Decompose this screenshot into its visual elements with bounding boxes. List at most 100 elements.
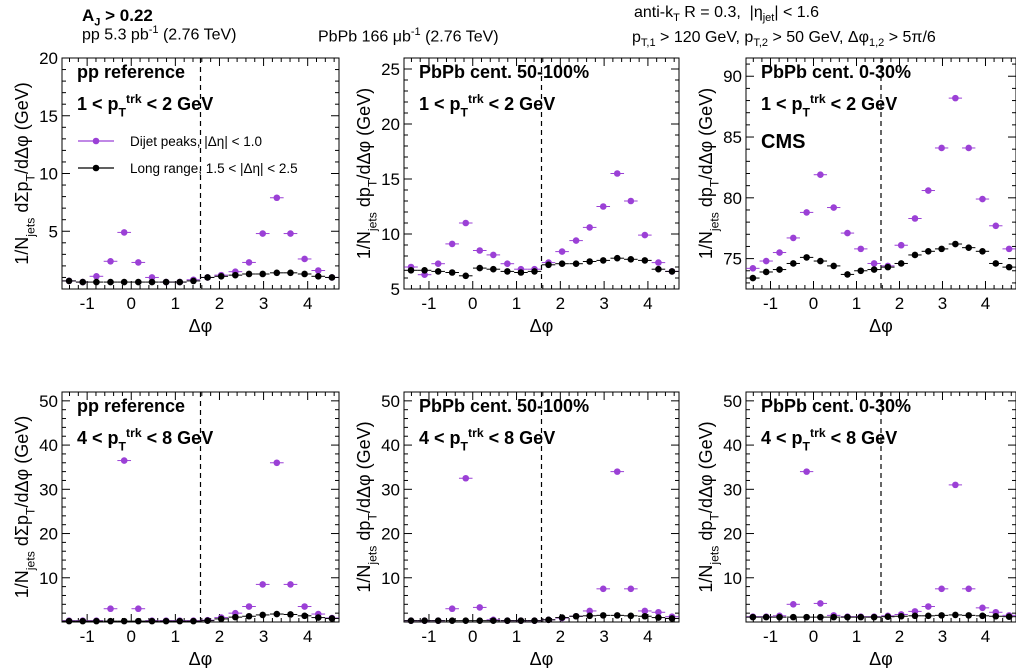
data-point xyxy=(135,605,142,613)
data-point xyxy=(232,613,239,621)
x-tick-label: 1 xyxy=(852,294,861,313)
legend-marker xyxy=(92,137,100,145)
y-axis-label-group: 1/Njets dΣpT/dΔφ (GeV) xyxy=(12,416,37,598)
series-long-range xyxy=(404,254,679,280)
data-point xyxy=(545,616,552,624)
panel-bottom-right: -1 0 1 2 3 4 10 20 30 40 50 Δφ 1/Njets dpT/dΔφ (GeV)… xyxy=(696,391,1016,668)
data-point xyxy=(1005,245,1013,253)
x-tick-label: 3 xyxy=(938,294,947,313)
data-point xyxy=(668,615,676,622)
data-point xyxy=(120,457,128,464)
data-point xyxy=(627,197,635,205)
data-point xyxy=(504,617,511,624)
panel-top-left: -1 0 1 2 3 4 5 10 15 20 Δφ 1/Njets dΣpT/dΔφ (GeV) pp… xyxy=(12,49,340,336)
data-point xyxy=(979,612,986,620)
data-point xyxy=(504,268,511,275)
x-axis-label: Δφ xyxy=(189,316,213,336)
data-point xyxy=(844,229,851,237)
data-point xyxy=(232,271,239,279)
data-point xyxy=(776,613,783,621)
data-point xyxy=(952,481,959,489)
data-point xyxy=(749,613,757,621)
y-axis-label: 1/Njets dpT/dΔφ (GeV) xyxy=(354,421,379,592)
data-point xyxy=(789,234,797,242)
panel-title: PbPb cent. 0-30% xyxy=(761,62,911,82)
data-point xyxy=(992,222,1000,230)
series-long-range xyxy=(746,240,1016,282)
y-tick-label: 40 xyxy=(39,436,58,455)
data-point xyxy=(817,171,824,179)
data-point xyxy=(273,459,281,467)
data-point xyxy=(421,617,428,624)
x-axis-label: Δφ xyxy=(530,316,554,336)
data-point xyxy=(572,260,580,268)
data-point xyxy=(217,272,225,280)
y-tick-label: 30 xyxy=(723,480,742,499)
x-tick-label: 4 xyxy=(643,294,652,313)
data-point xyxy=(301,612,308,620)
data-point xyxy=(749,274,757,282)
data-point xyxy=(586,612,593,620)
data-point xyxy=(287,269,294,277)
data-point xyxy=(135,617,142,625)
panel-subtitle: 1 < pTtrk < 2 GeV xyxy=(77,92,213,120)
data-point xyxy=(245,270,253,278)
data-point xyxy=(924,248,932,255)
data-point xyxy=(870,613,878,621)
x-tick-label: -1 xyxy=(763,627,778,646)
data-point xyxy=(992,612,1000,620)
x-tick-label: 1 xyxy=(171,294,180,313)
x-tick-label: -1 xyxy=(421,627,436,646)
data-point xyxy=(558,248,566,255)
data-point xyxy=(545,261,552,269)
data-point xyxy=(668,268,676,275)
data-point xyxy=(803,613,810,621)
y-tick-label: 10 xyxy=(723,569,742,588)
data-point xyxy=(749,265,757,272)
data-point xyxy=(965,612,973,619)
data-point xyxy=(776,266,783,273)
data-point xyxy=(789,613,797,621)
data-point xyxy=(407,267,415,274)
data-point xyxy=(448,240,456,248)
y-tick-label: 10 xyxy=(39,165,58,184)
data-point xyxy=(627,612,635,620)
data-point xyxy=(627,255,635,263)
x-tick-label: 4 xyxy=(303,294,312,313)
legend-marker xyxy=(92,164,100,172)
x-axis-label: Δφ xyxy=(530,649,554,668)
panel-bottom-middle: -1 0 1 2 3 4 10 20 30 40 50 Δφ 1/Njets dpT/dΔφ (GeV)… xyxy=(354,391,680,668)
x-tick-label: 2 xyxy=(895,627,904,646)
y-tick-label: 30 xyxy=(39,480,58,499)
y-axis-label: 1/Njets dpT/dΔφ (GeV) xyxy=(696,88,721,259)
data-point xyxy=(924,603,932,610)
data-point xyxy=(979,248,986,255)
series-long-range xyxy=(746,611,1016,621)
data-point xyxy=(93,272,100,280)
x-tick-label: 1 xyxy=(171,627,180,646)
data-point xyxy=(830,204,838,211)
y-axis-label-group: 1/Njets dpT/dΔφ (GeV) xyxy=(696,421,721,592)
plot-frame xyxy=(403,391,680,623)
x-tick-label: 1 xyxy=(512,627,521,646)
data-point xyxy=(448,617,456,624)
panel-subtitle: 1 < pTtrk < 2 GeV xyxy=(761,92,897,120)
data-point xyxy=(504,260,511,268)
x-axis-label: Δφ xyxy=(189,649,213,668)
data-point xyxy=(776,249,783,256)
legend-entry: Long range, 1.5 < |Δη| < 2.5 xyxy=(130,161,298,176)
data-point xyxy=(148,274,156,281)
data-point xyxy=(162,617,170,625)
data-point xyxy=(586,224,593,231)
data-point xyxy=(924,612,932,620)
kinematic-cuts: pT,1 > 120 GeV, pT,2 > 50 GeV, Δφ1,2 > 5… xyxy=(632,29,936,50)
data-point xyxy=(301,270,308,278)
data-point xyxy=(965,144,973,152)
data-point xyxy=(490,617,497,624)
y-tick-label: 50 xyxy=(723,392,742,411)
plot-frame xyxy=(745,391,1016,623)
x-tick-label: 4 xyxy=(981,627,990,646)
panel-subtitle: 4 < pTtrk < 8 GeV xyxy=(761,426,897,454)
data-point xyxy=(641,607,649,615)
